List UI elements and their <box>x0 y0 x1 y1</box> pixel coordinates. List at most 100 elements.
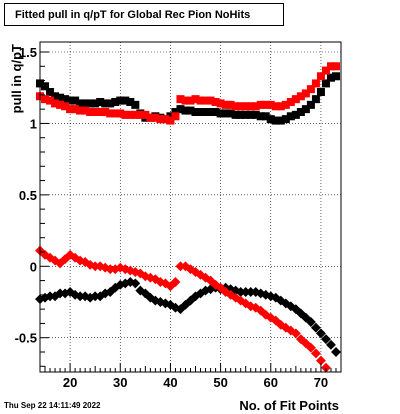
data-point-square <box>311 79 320 88</box>
data-point-square <box>126 110 135 119</box>
data-point-diamond <box>331 347 341 357</box>
data-point-square <box>311 95 320 104</box>
data-point-square <box>236 102 245 111</box>
data-point-square <box>126 98 135 106</box>
data-point-square <box>206 96 215 105</box>
data-point-square <box>166 116 175 125</box>
data-point-square <box>251 110 260 119</box>
data-point-diamond <box>321 334 331 345</box>
data-point-square <box>231 110 240 119</box>
x-axis-label: No. of Fit Points <box>239 398 339 413</box>
data-point-square <box>81 99 90 108</box>
data-point-square <box>291 95 300 104</box>
data-point-square <box>221 100 230 109</box>
data-point-square <box>76 99 85 108</box>
data-point-square <box>121 96 130 105</box>
data-point-square <box>181 106 190 115</box>
data-point-square <box>46 88 55 96</box>
data-point-square <box>171 112 180 121</box>
data-point-square <box>306 100 315 109</box>
data-point-square <box>291 110 300 119</box>
data-point-square <box>211 98 220 106</box>
data-point-square <box>301 105 310 114</box>
data-point-diamond <box>240 287 251 297</box>
data-point-square <box>116 109 125 118</box>
data-point-square <box>321 79 330 88</box>
data-point-square <box>281 100 290 109</box>
timestamp: Thu Sep 22 14:11:49 2022 <box>4 401 101 410</box>
data-point-square <box>86 108 95 116</box>
data-point-square <box>271 102 280 111</box>
data-point-square <box>276 116 285 125</box>
data-point-diamond <box>245 287 256 297</box>
data-point-square <box>131 110 140 119</box>
data-point-square <box>196 108 205 116</box>
data-point-square <box>201 108 210 116</box>
data-point-square <box>76 106 85 115</box>
data-point-square <box>146 113 155 122</box>
data-point-square <box>151 113 160 122</box>
data-point-square <box>221 109 230 118</box>
data-point-square <box>156 115 165 124</box>
data-point-square <box>136 110 145 119</box>
data-point-square <box>101 108 110 116</box>
data-point-square <box>316 72 325 81</box>
data-point-diamond <box>130 278 141 289</box>
data-point-diamond <box>170 277 181 287</box>
data-point-square <box>96 108 105 116</box>
x-tick-label: 20 <box>63 375 77 390</box>
data-point-square <box>331 62 340 71</box>
data-point-square <box>86 99 95 108</box>
data-point-square <box>256 100 265 109</box>
x-tick-label: 70 <box>314 375 328 390</box>
data-point-square <box>141 110 150 119</box>
y-axis-label: pull in q/pT <box>9 44 24 113</box>
grid-lines <box>40 42 341 372</box>
data-markers <box>35 62 341 373</box>
data-point-square <box>226 100 235 109</box>
data-point-square <box>166 112 175 121</box>
data-point-square <box>306 85 315 94</box>
data-point-square <box>296 108 305 116</box>
data-point-square <box>116 96 125 105</box>
data-point-square <box>316 88 325 96</box>
data-point-square <box>241 102 250 111</box>
data-point-square <box>266 115 275 124</box>
data-point-square <box>171 108 180 116</box>
data-point-diamond <box>315 328 326 339</box>
data-point-square <box>41 82 50 91</box>
data-point-square <box>41 95 50 104</box>
data-point-square <box>66 105 75 114</box>
y-tick-label: -0.5 <box>15 331 37 346</box>
data-point-diamond <box>326 339 336 350</box>
data-point-square <box>256 112 265 121</box>
data-point-square <box>231 102 240 111</box>
data-point-square <box>321 66 330 75</box>
data-point-square <box>326 73 335 82</box>
data-point-square <box>66 96 75 105</box>
data-point-square <box>286 98 295 106</box>
data-point-square <box>176 105 185 114</box>
data-point-square <box>331 72 340 81</box>
data-point-square <box>51 92 60 101</box>
data-point-square <box>56 100 65 109</box>
data-point-square <box>111 98 120 106</box>
x-tick-label: 50 <box>213 375 227 390</box>
data-point-square <box>91 108 100 116</box>
data-point-square <box>196 96 205 105</box>
data-point-square <box>81 106 90 115</box>
data-point-square <box>191 108 200 116</box>
x-tick-label: 60 <box>264 375 278 390</box>
data-point-diamond <box>310 348 321 359</box>
data-point-square <box>61 102 70 111</box>
data-point-diamond <box>235 287 246 297</box>
data-point-diamond <box>315 355 326 366</box>
data-point-square <box>251 102 260 111</box>
data-point-square <box>131 100 140 109</box>
data-point-square <box>181 96 190 105</box>
chart-title: Fitted pull in q/pT for Global Rec Pion … <box>4 3 284 26</box>
data-point-diamond <box>290 328 301 339</box>
data-point-square <box>56 93 65 102</box>
data-point-square <box>61 95 70 104</box>
